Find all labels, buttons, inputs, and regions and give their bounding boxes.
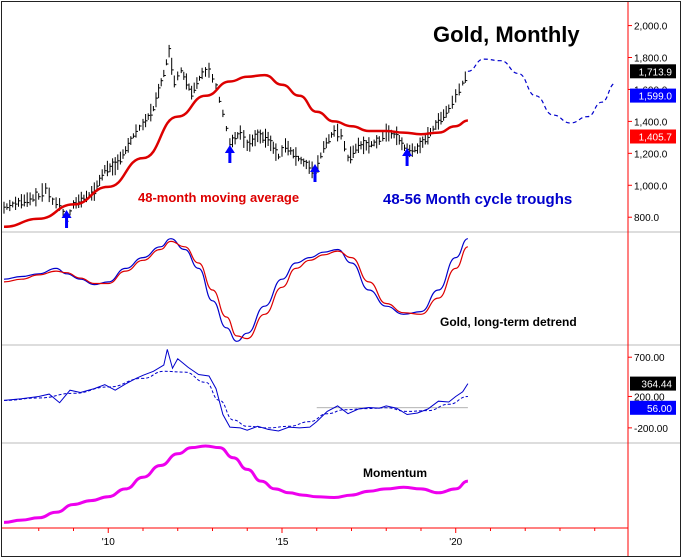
detrend-panel bbox=[3, 238, 469, 342]
arrow-head bbox=[224, 145, 235, 153]
osc-y-tick-label: 700.00 bbox=[634, 353, 665, 364]
price-value-tag-bg bbox=[630, 64, 676, 79]
price-y-tick-label: 2,000.0 bbox=[634, 22, 668, 33]
ma-label: 48-month moving average bbox=[138, 190, 299, 205]
momentum-label: Momentum bbox=[363, 466, 427, 480]
ma-value-tag: 1,405.7 bbox=[630, 129, 676, 144]
projection-line bbox=[467, 58, 616, 124]
price-value-tag: 1,713.9 bbox=[630, 64, 676, 79]
cycle-label: 48-56 Month cycle troughs bbox=[383, 191, 572, 208]
price-y-tick-label: 800.0 bbox=[634, 213, 659, 224]
price-y-tick-label: 1,000.0 bbox=[634, 181, 668, 192]
axes-layer: '10 '15 '20 bbox=[38, 528, 596, 548]
detrend-label: Gold, long-term detrend bbox=[440, 315, 577, 329]
osc-zero-tag-bg bbox=[630, 400, 676, 415]
osc-y-tick-label: 200.00 bbox=[634, 393, 665, 404]
arrow-head bbox=[61, 210, 72, 218]
chart-title: Gold, Monthly bbox=[433, 22, 580, 47]
osc-value-tag: 364.44 bbox=[630, 376, 676, 391]
osc-value-tag-bg bbox=[630, 376, 676, 391]
up-arrow-icon bbox=[224, 145, 235, 163]
osc-main-line bbox=[3, 349, 469, 432]
up-arrow-icon bbox=[402, 148, 413, 166]
price-y-tick-label: 1,400.0 bbox=[634, 117, 668, 128]
ma-value-tag-text: 1,405.7 bbox=[639, 133, 673, 144]
price-panel: 2,000.01,800.01,600.01,400.01,200.01,000… bbox=[3, 22, 676, 229]
arrow-head bbox=[402, 148, 413, 156]
x-axis-tick-label: '15 bbox=[275, 537, 288, 548]
detrend-red-line bbox=[3, 240, 469, 340]
oscillator-panel: 700.00 200.00 -200.00 364.44 56.00 bbox=[3, 349, 676, 435]
price-bars bbox=[3, 44, 468, 226]
price-y-tick-label: 1,200.0 bbox=[634, 149, 668, 160]
price-value-tag-text: 1,713.9 bbox=[639, 67, 673, 78]
ma-value-tag-bg bbox=[630, 129, 676, 144]
projection-value-tag-text: 1,599.0 bbox=[639, 92, 673, 103]
momentum-panel bbox=[3, 444, 469, 524]
osc-signal-line bbox=[3, 370, 468, 429]
projection-value-tag: 1,599.0 bbox=[630, 88, 676, 103]
projection-value-tag-bg bbox=[630, 88, 676, 103]
arrow-head bbox=[310, 164, 320, 172]
detrend-blue-line bbox=[3, 238, 469, 342]
price-y-tick-label: 1,800.0 bbox=[634, 54, 668, 65]
osc-zero-tag: 56.00 bbox=[630, 400, 676, 415]
momentum-line bbox=[3, 444, 469, 524]
up-arrow-icon bbox=[310, 164, 320, 182]
up-arrow-icon bbox=[61, 210, 72, 228]
x-axis-tick-label: '10 bbox=[102, 537, 115, 548]
osc-value-tag-text: 364.44 bbox=[641, 380, 672, 391]
x-axis-tick-label: '20 bbox=[449, 537, 462, 548]
osc-y-tick-label: -200.00 bbox=[634, 424, 668, 435]
osc-zero-tag-text: 56.00 bbox=[647, 404, 672, 415]
moving-average-line bbox=[3, 73, 469, 229]
